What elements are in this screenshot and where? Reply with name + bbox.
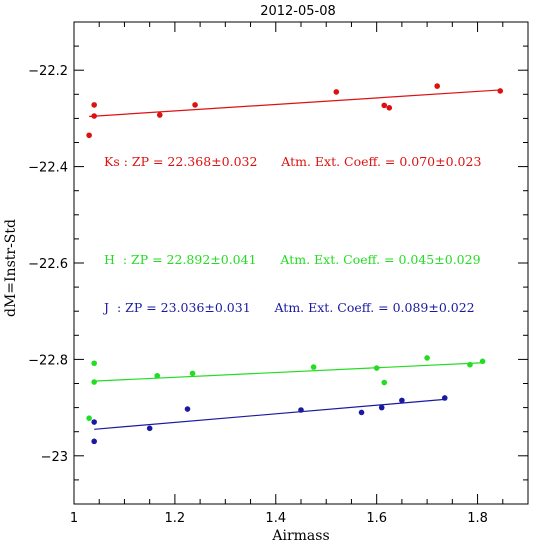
x-tick-label: 1.2 bbox=[165, 511, 186, 526]
data-point-h bbox=[381, 379, 388, 386]
annotation-ks: Ks : ZP = 22.368±0.032 Atm. Ext. Coeff. … bbox=[104, 154, 481, 169]
y-axis-label: dM=Instr-Std bbox=[3, 219, 19, 317]
annotation-j: J : ZP = 23.036±0.031 Atm. Ext. Coeff. =… bbox=[102, 300, 475, 315]
data-point-h bbox=[467, 361, 473, 368]
data-point-j bbox=[298, 407, 304, 413]
data-point-j bbox=[399, 397, 405, 404]
data-point-ks bbox=[497, 88, 504, 94]
data-point-j bbox=[184, 406, 191, 412]
data-point-h bbox=[91, 360, 97, 367]
y-tick-label: −22.2 bbox=[28, 64, 68, 79]
fit-line-j bbox=[94, 398, 445, 430]
y-tick-label: −22.8 bbox=[28, 353, 68, 368]
data-point-ks bbox=[192, 102, 198, 108]
annotations: Ks : ZP = 22.368±0.032 Atm. Ext. Coeff. … bbox=[102, 154, 481, 315]
data-points bbox=[86, 83, 504, 445]
data-point-ks bbox=[91, 102, 97, 108]
annotation-h: H : ZP = 22.892±0.041 Atm. Ext. Coeff. =… bbox=[104, 252, 481, 267]
x-tick-label: 1.4 bbox=[265, 511, 286, 526]
chart-title: 2012-05-08 bbox=[260, 4, 336, 19]
data-point-j bbox=[91, 419, 97, 425]
fit-lines bbox=[89, 89, 501, 430]
x-axis-label: Airmass bbox=[271, 528, 329, 544]
data-point-j bbox=[358, 409, 365, 416]
fit-line-ks bbox=[89, 89, 501, 118]
data-point-j bbox=[441, 395, 448, 401]
data-point-h bbox=[154, 372, 161, 379]
data-point-ks bbox=[156, 112, 163, 118]
axis-tick-labels: 1 1.2 1.4 1.6 1.8 −23 −22.8 −22.6 −22.4 −22.2 bbox=[28, 64, 488, 526]
y-tick-label: −22.4 bbox=[28, 161, 68, 176]
data-point-ks bbox=[386, 104, 393, 111]
data-point-h bbox=[310, 364, 317, 370]
data-point-h bbox=[479, 358, 486, 365]
data-point-j bbox=[146, 425, 153, 432]
fit-line-h bbox=[94, 362, 483, 382]
data-point-h bbox=[424, 355, 430, 361]
data-point-j bbox=[378, 404, 385, 411]
y-tick-label: −22.6 bbox=[28, 257, 68, 272]
data-point-ks bbox=[86, 132, 92, 139]
x-tick-label: 1.6 bbox=[366, 511, 387, 526]
data-point-ks bbox=[333, 89, 340, 95]
data-point-h bbox=[91, 379, 97, 385]
x-tick-label: 1.8 bbox=[467, 511, 488, 526]
data-point-h bbox=[189, 370, 196, 377]
data-point-ks bbox=[434, 83, 441, 89]
data-point-ks bbox=[381, 102, 388, 109]
data-point-ks bbox=[91, 113, 97, 119]
axis-ticks bbox=[73, 21, 529, 505]
data-point-h bbox=[86, 415, 92, 422]
data-point-h bbox=[373, 365, 380, 371]
data-point-j bbox=[91, 438, 97, 445]
y-tick-label: −23 bbox=[41, 450, 68, 465]
x-tick-label: 1 bbox=[70, 511, 78, 526]
